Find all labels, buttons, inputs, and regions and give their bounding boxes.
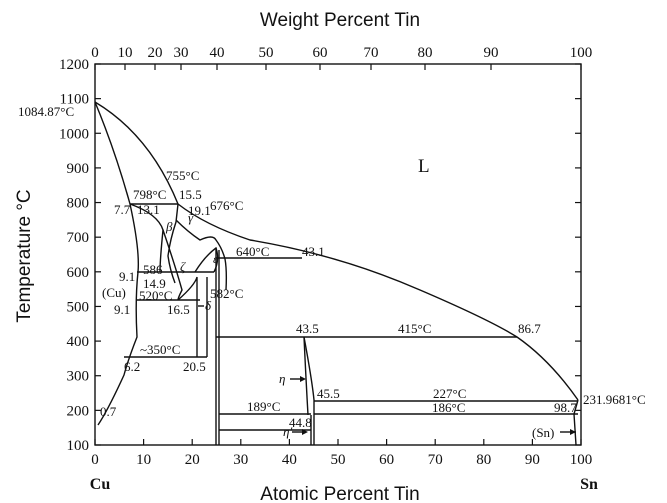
annotation-1084-87c: 1084.87°C xyxy=(18,104,74,119)
y-tick-label: 1200 xyxy=(59,57,89,73)
annotation-15-5: 15.5 xyxy=(179,187,202,202)
phase-label-cu: (Cu) xyxy=(102,285,126,300)
phase-label-gamma: γ xyxy=(188,210,194,225)
annotation-6-2: 6.2 xyxy=(124,359,140,374)
phase-label-zeta: ζ xyxy=(180,259,186,274)
y-tick-label: 900 xyxy=(67,161,90,177)
bottom-axis-ticks: 0 10 20 30 40 50 60 70 80 90 100 xyxy=(91,439,592,468)
gamma-left-boundary xyxy=(162,229,183,301)
top-tick-label: 70 xyxy=(364,45,379,61)
annotation-755c: 755°C xyxy=(166,168,199,183)
top-tick-label: 80 xyxy=(418,45,433,61)
top-tick-label: 40 xyxy=(210,45,225,61)
annotation-676c: 676°C xyxy=(210,198,243,213)
delta-region xyxy=(177,276,198,357)
annotation-19-1: 19.1 xyxy=(188,203,211,218)
eta-left xyxy=(303,336,309,416)
top-tick-label: 20 xyxy=(148,45,163,61)
annotation-350c: ~350°C xyxy=(140,342,180,357)
y-tick-label: 800 xyxy=(67,196,90,212)
y-axis-title: Temperature °C xyxy=(14,189,35,322)
annotation-415c: 415°C xyxy=(398,321,431,336)
bottom-tick-label: 0 xyxy=(91,452,99,468)
annotation-9-1-lower: 9.1 xyxy=(114,302,130,317)
y-axis-ticks: 100 200 300 400 500 600 700 800 900 1000 1100 1200 xyxy=(59,57,581,454)
bottom-tick-label: 90 xyxy=(525,452,540,468)
bottom-tick-label: 30 xyxy=(233,452,248,468)
annotation-586: 586 xyxy=(143,262,163,277)
eta-right xyxy=(303,336,315,445)
top-tick-label: 60 xyxy=(313,45,328,61)
annotation-582c: 582°C xyxy=(210,286,243,301)
y-tick-label: 500 xyxy=(67,299,90,315)
annotation-98-7: 98.7 xyxy=(554,400,577,415)
top-tick-label: 90 xyxy=(484,45,499,61)
bottom-tick-label: 20 xyxy=(185,452,200,468)
y-tick-label: 100 xyxy=(67,438,90,454)
phase-label-delta: δ xyxy=(205,298,212,313)
top-tick-label: 100 xyxy=(570,45,593,61)
annotation-231-9681c: 231.9681°C xyxy=(583,392,646,407)
beta-right xyxy=(167,203,179,284)
top-tick-label: 50 xyxy=(259,45,274,61)
annotation-43-1: 43.1 xyxy=(302,244,325,259)
y-tick-label: 1100 xyxy=(60,92,89,108)
phase-boundaries xyxy=(94,101,579,446)
annotation-43-5: 43.5 xyxy=(296,321,319,336)
bottom-tick-label: 10 xyxy=(136,452,151,468)
annotation-13-1: 13.1 xyxy=(137,202,160,217)
y-tick-label: 1000 xyxy=(59,126,89,142)
phase-label-eta-prime: η′ xyxy=(283,424,292,439)
annotation-798c: 798°C xyxy=(133,187,166,202)
annotation-0-7: 0.7 xyxy=(100,404,117,419)
bottom-tick-label: 60 xyxy=(379,452,394,468)
cu-solvus xyxy=(97,203,139,426)
y-tick-label: 300 xyxy=(67,369,90,385)
top-tick-label: 30 xyxy=(174,45,189,61)
bottom-tick-label: 40 xyxy=(282,452,297,468)
phase-label-liquid: L xyxy=(418,156,430,177)
annotation-44-8: 44.8 xyxy=(289,415,312,430)
y-tick-label: 600 xyxy=(67,265,90,281)
bottom-tick-label: 80 xyxy=(476,452,491,468)
annotation-45-5: 45.5 xyxy=(317,386,340,401)
phase-label-epsilon: ε xyxy=(213,252,218,266)
y-tick-label: 400 xyxy=(67,334,90,350)
bottom-tick-label: 70 xyxy=(428,452,443,468)
eta-arrow-head xyxy=(300,376,306,382)
sn-solvus xyxy=(573,399,579,446)
annotation-16-5: 16.5 xyxy=(167,302,190,317)
bottom-axis-title: Atomic Percent Tin xyxy=(260,484,419,503)
annotation-7-7: 7.7 xyxy=(114,202,131,217)
top-axis-ticks: 0 10 20 30 40 50 60 70 80 90 100 xyxy=(91,45,592,70)
bottom-tick-label: 50 xyxy=(331,452,346,468)
annotation-186c: 186°C xyxy=(432,400,465,415)
sn-endpoint-label: Sn xyxy=(580,476,598,493)
annotation-14-9: 14.9 xyxy=(143,276,166,291)
annotation-227c: 227°C xyxy=(433,386,466,401)
annotation-520c: 520°C xyxy=(139,288,172,303)
sn-arrow-head xyxy=(570,429,576,435)
annotation-86-7: 86.7 xyxy=(518,321,541,336)
eta-prime-arrow-head xyxy=(302,429,308,435)
y-tick-label: 200 xyxy=(67,403,90,419)
cu-endpoint-label: Cu xyxy=(90,476,111,493)
annotation-189c: 189°C xyxy=(247,399,280,414)
top-axis-title: Weight Percent Tin xyxy=(260,10,420,31)
annotation-9-1-upper: 9.1 xyxy=(119,269,135,284)
phase-label-beta: β xyxy=(165,219,173,234)
phase-label-eta: η xyxy=(279,371,285,386)
solidus-cu xyxy=(94,101,131,205)
annotation-20-5: 20.5 xyxy=(183,359,206,374)
y-tick-label: 700 xyxy=(67,230,90,246)
annotation-640c: 640°C xyxy=(236,244,269,259)
liquidus-cu-side xyxy=(94,101,579,401)
phase-label-sn: (Sn) xyxy=(532,425,554,440)
top-tick-label: 0 xyxy=(91,45,99,61)
top-tick-label: 10 xyxy=(118,45,133,61)
bottom-tick-label: 100 xyxy=(570,452,593,468)
gamma-dome xyxy=(175,219,228,291)
